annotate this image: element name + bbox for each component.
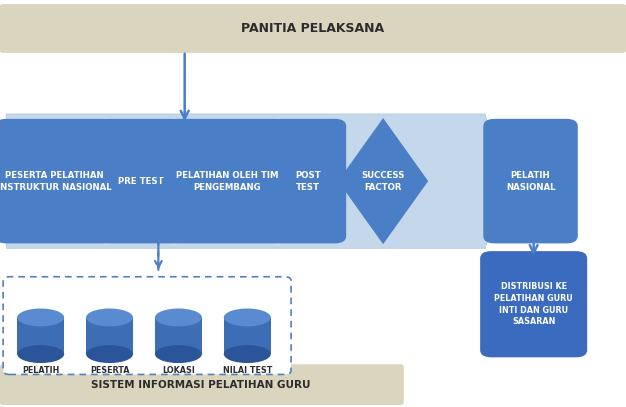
Text: DISTRIBUSI KE
PELATIHAN GURU
INTI DAN GURU
SASARAN: DISTRIBUSI KE PELATIHAN GURU INTI DAN GU… (495, 282, 573, 326)
Text: SUCCESS
FACTOR: SUCCESS FACTOR (361, 171, 405, 192)
Ellipse shape (224, 309, 270, 326)
Ellipse shape (155, 345, 202, 363)
Text: PESERTA: PESERTA (90, 366, 130, 375)
Polygon shape (338, 118, 428, 244)
Polygon shape (18, 317, 64, 354)
Text: PESERTA PELATIHAN
INSTRUKTUR NASIONAL: PESERTA PELATIHAN INSTRUKTUR NASIONAL (0, 171, 112, 192)
FancyBboxPatch shape (0, 119, 115, 243)
FancyBboxPatch shape (270, 119, 346, 243)
Ellipse shape (86, 345, 133, 363)
Ellipse shape (86, 309, 133, 326)
FancyBboxPatch shape (0, 4, 626, 53)
Polygon shape (6, 114, 504, 248)
Text: PELATIH
NASIONAL: PELATIH NASIONAL (506, 171, 555, 192)
FancyBboxPatch shape (0, 364, 404, 405)
Ellipse shape (18, 309, 64, 326)
Text: PANITIA PELAKSANA: PANITIA PELAKSANA (242, 22, 384, 35)
Text: LOKASI: LOKASI (162, 366, 195, 375)
Text: PELATIHAN OLEH TIM
PENGEMBANG: PELATIHAN OLEH TIM PENGEMBANG (176, 171, 278, 192)
Text: PELATIH: PELATIH (22, 366, 59, 375)
Polygon shape (155, 317, 202, 354)
Ellipse shape (18, 345, 64, 363)
Polygon shape (86, 317, 133, 354)
Text: NILAI TEST: NILAI TEST (223, 366, 272, 375)
Text: POST
TEST: POST TEST (295, 171, 321, 192)
Polygon shape (224, 317, 270, 354)
FancyBboxPatch shape (98, 119, 183, 243)
Ellipse shape (224, 345, 270, 363)
Ellipse shape (155, 309, 202, 326)
FancyBboxPatch shape (483, 119, 578, 243)
FancyBboxPatch shape (480, 251, 587, 357)
FancyBboxPatch shape (3, 277, 291, 374)
FancyBboxPatch shape (167, 119, 287, 243)
Text: SISTEM INFORMASI PELATIHAN GURU: SISTEM INFORMASI PELATIHAN GURU (91, 380, 310, 389)
Text: PRE TEST: PRE TEST (118, 177, 163, 186)
